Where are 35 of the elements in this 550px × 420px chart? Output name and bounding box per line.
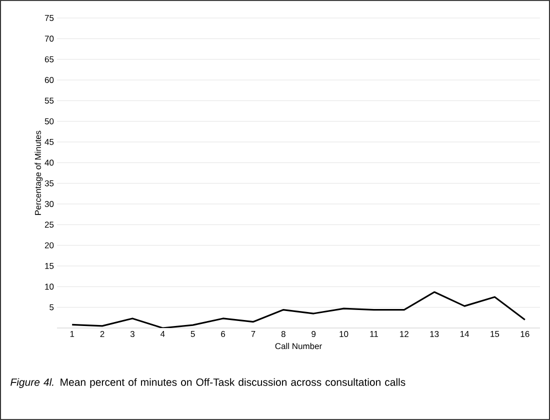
y-tick-label: 70: [44, 36, 54, 42]
x-tick-label: 4: [160, 331, 165, 337]
x-tick-label: 12: [400, 331, 408, 337]
x-tick-label: 9: [312, 331, 316, 338]
y-tick-label: 50: [44, 118, 54, 124]
x-tick-label: 2: [100, 331, 104, 337]
y-tick-label: 30: [44, 200, 54, 207]
y-tick-label: 15: [45, 263, 54, 269]
x-tick-label: 1: [70, 331, 74, 337]
y-tick-label: 60: [44, 76, 54, 83]
line-series: [71, 291, 526, 328]
x-tick-label: 7: [251, 331, 256, 337]
y-tick-label: 35: [44, 180, 54, 186]
y-tick-label: 25: [44, 222, 54, 228]
x-tick-label: 16: [520, 331, 530, 338]
x-tick-label: 5: [190, 331, 195, 337]
y-tick-label: 20: [44, 242, 54, 248]
y-tick-label: 75: [44, 15, 54, 21]
x-axis-title: Call Number: [275, 342, 322, 350]
x-tick-label: 11: [370, 331, 378, 337]
y-tick-label: 5: [50, 304, 54, 310]
x-tick-label: 14: [460, 331, 470, 337]
x-tick-label: 13: [430, 331, 439, 338]
x-tick-label: 15: [490, 331, 500, 337]
y-tick-label: 10: [45, 284, 54, 290]
x-tick-label: 6: [221, 331, 226, 338]
y-tick-label: 40: [44, 160, 54, 166]
y-axis-title: Percentage of Minutes: [34, 130, 43, 215]
y-tick-label: 45: [44, 139, 54, 145]
text: Figure 4l. Mean percent of minutes on Off-Task discussion across consultation calls: [10, 378, 406, 388]
y-tick-label: 65: [44, 56, 54, 62]
x-tick-label: 10: [340, 331, 348, 338]
x-tick-label: 8: [281, 331, 286, 338]
y-tick-label: 55: [44, 98, 54, 104]
x-tick-label: 3: [130, 331, 134, 338]
